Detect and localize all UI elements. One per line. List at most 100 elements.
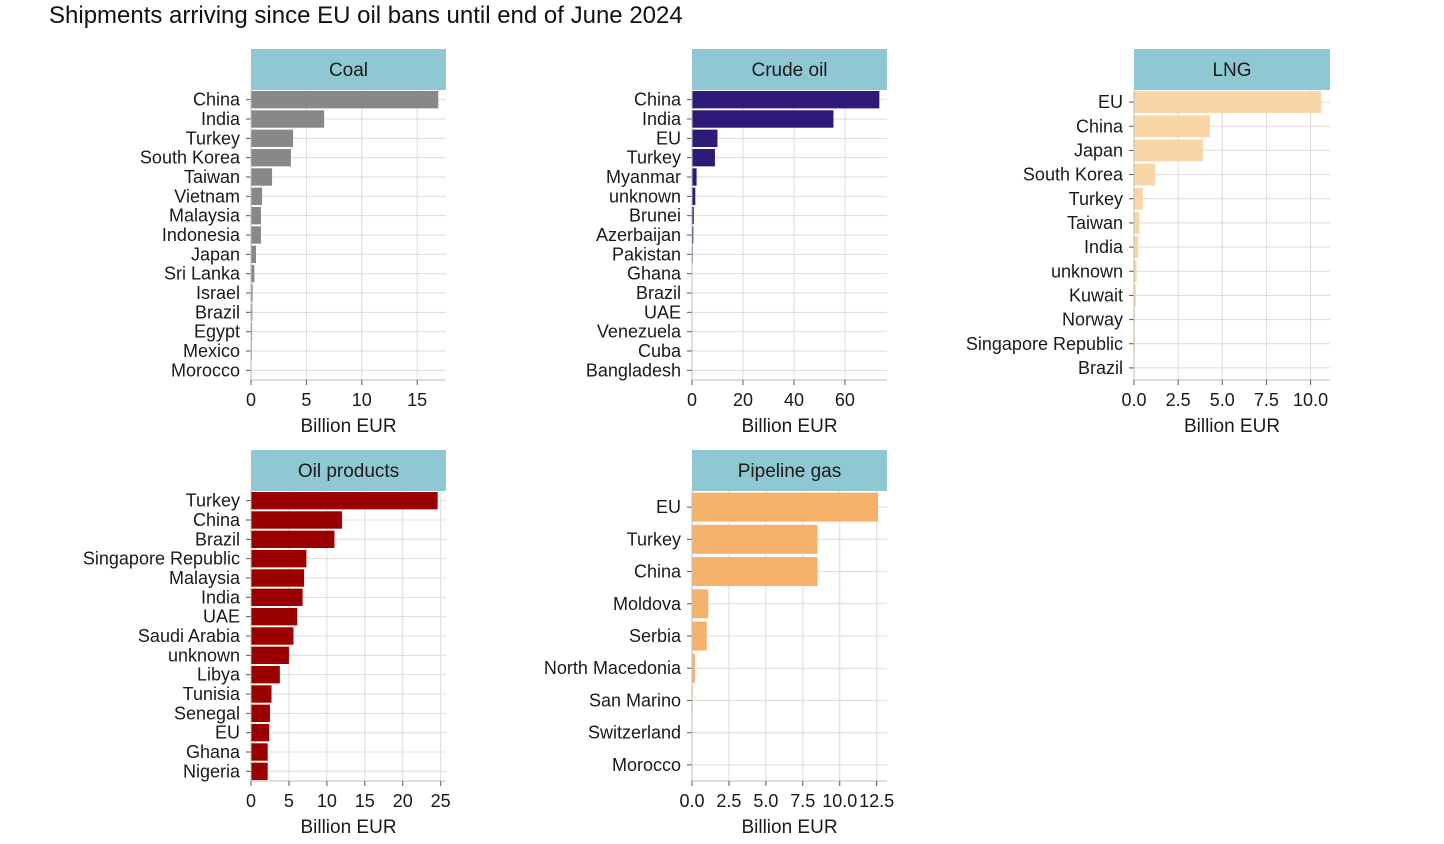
bar-oil-products-saudi-arabia [251, 627, 294, 645]
panel-crude-oil: Crude oil ChinaIndiaEUTurkeyMyanmarunknow… [586, 49, 887, 437]
category-label-oil-products-unknown: unknown [168, 645, 240, 665]
xtick-label-oil-products-3: 15 [355, 791, 375, 811]
xtick-label-oil-products-5: 25 [431, 791, 451, 811]
category-label-coal-indonesia: Indonesia [162, 225, 241, 245]
xtick-label-pipeline-gas-2: 5.0 [753, 791, 778, 811]
bar-coal-malaysia [251, 206, 261, 225]
bar-oil-products-tunisia [251, 685, 272, 703]
category-label-pipeline-gas-morocco: Morocco [612, 755, 681, 775]
category-label-pipeline-gas-switzerland: Switzerland [588, 723, 681, 743]
category-label-oil-products-india: India [201, 587, 241, 607]
x-axis-title-coal: Billion EUR [300, 416, 396, 437]
bar-oil-products-senegal [251, 704, 270, 723]
category-label-lng-taiwan: Taiwan [1067, 213, 1123, 233]
xtick-label-coal-0: 0 [246, 390, 256, 410]
x-axis-title-crude-oil: Billion EUR [741, 416, 837, 437]
bar-lng-china [1134, 115, 1210, 138]
strip-label-coal: Coal [329, 60, 368, 81]
bar-coal-sri-lanka [251, 264, 255, 283]
category-label-lng-brazil: Brazil [1078, 358, 1123, 378]
page-title: Shipments arriving since EU oil bans unt… [49, 2, 683, 29]
category-label-crude-oil-pakistan: Pakistan [612, 244, 681, 264]
bar-coal-vietnam [251, 187, 263, 206]
xtick-label-pipeline-gas-1: 2.5 [716, 791, 741, 811]
xtick-label-oil-products-0: 0 [246, 791, 256, 811]
strip-label-oil-products: Oil products [298, 461, 399, 482]
x-axis-title-pipeline-gas: Billion EUR [741, 817, 837, 838]
category-label-coal-israel: Israel [196, 283, 240, 303]
xtick-label-coal-1: 5 [301, 390, 311, 410]
bar-coal-brazil [251, 303, 253, 322]
bar-pipeline-gas-moldova [692, 589, 709, 619]
category-label-pipeline-gas-north-macedonia: North Macedonia [544, 658, 682, 678]
bar-coal-japan [251, 245, 256, 264]
category-label-lng-norway: Norway [1062, 310, 1123, 330]
category-label-coal-india: India [201, 109, 241, 129]
category-label-oil-products-libya: Libya [197, 665, 241, 685]
category-label-oil-products-senegal: Senegal [174, 703, 240, 723]
category-label-crude-oil-brazil: Brazil [636, 283, 681, 303]
bar-oil-products-brazil [251, 530, 335, 549]
category-label-pipeline-gas-moldova: Moldova [613, 594, 682, 614]
bar-coal-china [251, 90, 439, 109]
category-label-pipeline-gas-turkey: Turkey [627, 529, 681, 549]
category-label-oil-products-singapore-republic: Singapore Republic [83, 549, 240, 569]
category-label-pipeline-gas-eu: EU [656, 497, 681, 517]
bar-lng-india [1134, 236, 1139, 258]
bar-lng-kuwait [1134, 284, 1136, 307]
category-label-coal-egypt: Egypt [194, 322, 240, 342]
bar-lng-unknown [1134, 260, 1137, 283]
category-label-lng-china: China [1076, 116, 1124, 136]
xtick-label-pipeline-gas-0: 0.0 [679, 791, 704, 811]
bar-pipeline-gas-north-macedonia [692, 653, 695, 683]
xtick-label-coal-2: 10 [352, 390, 372, 410]
category-label-lng-kuwait: Kuwait [1069, 285, 1123, 305]
bar-crude-oil-india [692, 110, 834, 128]
xtick-label-lng-3: 7.5 [1254, 390, 1279, 410]
category-label-crude-oil-bangladesh: Bangladesh [586, 360, 681, 380]
category-label-coal-vietnam: Vietnam [174, 186, 240, 206]
bar-oil-products-turkey [251, 491, 438, 510]
bar-coal-israel [251, 284, 253, 302]
category-label-oil-products-brazil: Brazil [195, 529, 240, 549]
bar-lng-taiwan [1134, 212, 1140, 234]
bar-oil-products-ghana [251, 743, 268, 761]
bar-oil-products-unknown [251, 646, 289, 665]
bar-pipeline-gas-eu [692, 492, 879, 522]
category-label-crude-oil-ghana: Ghana [627, 264, 682, 284]
category-label-crude-oil-turkey: Turkey [627, 148, 681, 168]
bar-crude-oil-azerbaijan [692, 226, 694, 244]
bar-crude-oil-turkey [692, 148, 715, 167]
xtick-label-crude-oil-3: 60 [835, 390, 855, 410]
xtick-label-lng-2: 5.0 [1210, 390, 1235, 410]
category-label-lng-south-korea: South Korea [1023, 165, 1124, 185]
category-label-crude-oil-uae: UAE [644, 302, 681, 322]
xtick-label-lng-1: 2.5 [1166, 390, 1191, 410]
strip-coal [251, 49, 446, 90]
category-label-coal-china: China [193, 90, 241, 110]
category-label-oil-products-nigeria: Nigeria [183, 761, 241, 781]
bar-coal-turkey [251, 129, 294, 148]
category-label-coal-south-korea: South Korea [140, 148, 241, 168]
category-label-coal-sri-lanka: Sri Lanka [164, 264, 241, 284]
category-label-oil-products-saudi-arabia: Saudi Arabia [138, 626, 241, 646]
category-label-crude-oil-india: India [642, 109, 682, 129]
category-label-coal-japan: Japan [191, 244, 240, 264]
category-label-lng-japan: Japan [1074, 140, 1123, 160]
bar-oil-products-libya [251, 665, 280, 684]
xtick-label-oil-products-4: 20 [393, 791, 413, 811]
xtick-label-oil-products-2: 10 [317, 791, 337, 811]
category-label-oil-products-eu: EU [215, 723, 240, 743]
strip-pipeline-gas [692, 450, 887, 491]
bar-pipeline-gas-turkey [692, 524, 818, 554]
strip-lng [1134, 49, 1330, 90]
category-label-coal-malaysia: Malaysia [169, 206, 241, 226]
xtick-label-pipeline-gas-3: 7.5 [790, 791, 815, 811]
bar-oil-products-malaysia [251, 569, 305, 587]
category-label-lng-unknown: unknown [1051, 261, 1123, 281]
bar-coal-taiwan [251, 168, 273, 186]
category-label-crude-oil-unknown: unknown [609, 186, 681, 206]
category-label-coal-turkey: Turkey [186, 128, 240, 148]
xtick-label-oil-products-1: 5 [284, 791, 294, 811]
